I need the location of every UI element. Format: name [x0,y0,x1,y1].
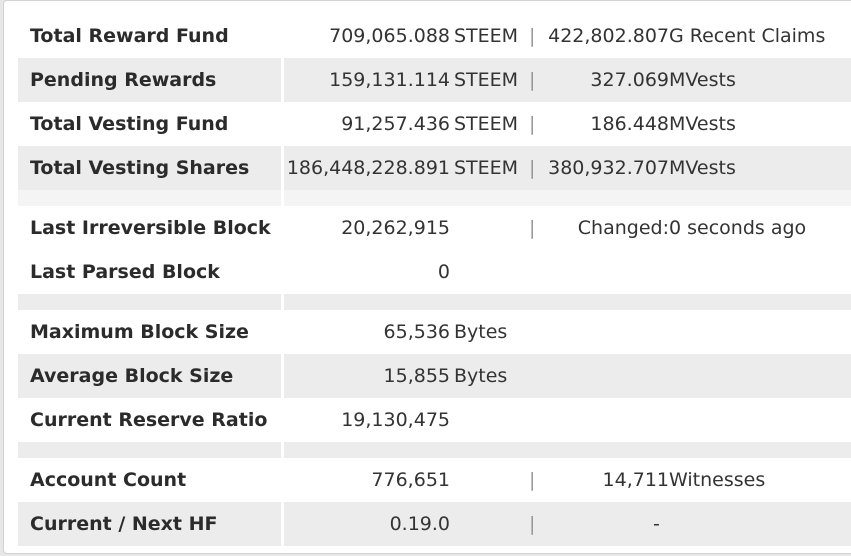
row-current-reserve-ratio: Current Reserve Ratio 19,130,475 [18,398,851,442]
row-last-parsed-block: Last Parsed Block 0 [18,250,851,294]
value-primary: 65,536 [383,321,450,343]
section-gap [18,190,851,206]
unit-primary: STEEM [454,113,519,135]
label-account-count: Account Count [30,469,187,491]
value-primary: 186,448,228.891 [286,157,450,179]
label-average-block-size: Average Block Size [18,354,281,398]
value-cell: 0.19.0 | - [284,502,851,546]
label-current-reserve-ratio: Current Reserve Ratio [30,409,268,431]
value-cell: 0 [284,250,851,294]
next-hf-value: - [653,513,660,535]
row-maximum-block-size: Maximum Block Size 65,536 Bytes [18,310,851,354]
row-total-vesting-fund: Total Vesting Fund 91,257.436 STEEM | 18… [18,102,851,146]
value-secondary: 14,711 [602,469,669,491]
value-cell: 709,065.088 STEEM | 422,802.807 G Recent… [284,14,851,58]
value-primary: 159,131.114 [329,69,450,91]
value-cell: 186,448,228.891 STEEM | 380,932.707 MVes… [284,146,851,190]
label-total-vesting-fund: Total Vesting Fund [30,113,229,135]
unit-secondary: MVests [669,157,736,179]
separator: | [529,469,536,491]
separator: | [529,513,536,535]
value-cell: 91,257.436 STEEM | 186.448 MVests [284,102,851,146]
value-cell: 776,651 | 14,711 Witnesses [284,458,851,502]
row-average-block-size: Average Block Size 15,855 Bytes [18,354,851,398]
value-cell: 159,131.114 STEEM | 327.069 MVests [284,58,851,102]
value-primary: 0.19.0 [389,513,450,535]
separator: | [529,69,536,91]
label-current-next-hf: Current / Next HF [18,502,281,546]
separator: | [529,217,536,239]
section-gap [18,442,851,458]
value-secondary: 422,802.807 [548,25,669,47]
stats-table: Total Reward Fund 709,065.088 STEEM | 42… [18,14,851,546]
value-primary: 20,262,915 [341,217,450,239]
separator: | [529,25,536,47]
value-cell: 15,855 Bytes [284,354,851,398]
section-gap [18,294,851,310]
changed-label: Changed: [577,217,669,239]
separator: | [529,157,536,179]
unit-secondary: MVests [669,113,736,135]
unit-primary: Bytes [454,321,508,343]
value-primary: 91,257.436 [341,113,450,135]
unit-primary: STEEM [454,69,519,91]
unit-secondary: MVests [669,69,736,91]
gap-cell [284,442,851,458]
label-last-irreversible-block: Last Irreversible Block [30,217,271,239]
gap-cell [18,190,281,206]
value-primary: 776,651 [371,469,450,491]
row-total-reward-fund: Total Reward Fund 709,065.088 STEEM | 42… [18,14,851,58]
row-current-next-hf: Current / Next HF 0.19.0 | - [18,502,851,546]
unit-secondary: Witnesses [669,469,766,491]
gap-cell [284,190,851,206]
row-total-vesting-shares: Total Vesting Shares 186,448,228.891 STE… [18,146,851,190]
gap-cell [18,442,281,458]
label-total-reward-fund: Total Reward Fund [30,25,229,47]
changed-value: 0 seconds ago [669,217,807,239]
value-cell: 19,130,475 [284,398,851,442]
value-primary: 15,855 [383,365,450,387]
unit-primary: STEEM [454,25,519,47]
value-secondary: 186.448 [590,113,669,135]
value-cell: 65,536 Bytes [284,310,851,354]
label-maximum-block-size: Maximum Block Size [30,321,249,343]
value-primary: 19,130,475 [341,409,450,431]
label-total-vesting-shares: Total Vesting Shares [18,146,281,190]
stats-panel: Total Reward Fund 709,065.088 STEEM | 42… [3,0,851,554]
gap-cell [284,294,851,310]
value-primary: 709,065.088 [329,25,450,47]
value-cell: 20,262,915 | Changed: 0 seconds ago [284,206,851,250]
unit-secondary: G Recent Claims [669,25,826,47]
unit-primary: STEEM [454,157,519,179]
row-account-count: Account Count 776,651 | 14,711 Witnesses [18,458,851,502]
separator: | [529,113,536,135]
gap-cell [18,294,281,310]
value-secondary: 380,932.707 [548,157,669,179]
label-pending-rewards: Pending Rewards [18,58,281,102]
row-last-irreversible-block: Last Irreversible Block 20,262,915 | Cha… [18,206,851,250]
unit-primary: Bytes [454,365,508,387]
value-primary: 0 [437,261,450,283]
value-secondary: 327.069 [590,69,669,91]
row-pending-rewards: Pending Rewards 159,131.114 STEEM | 327.… [18,58,851,102]
label-last-parsed-block: Last Parsed Block [30,261,220,283]
